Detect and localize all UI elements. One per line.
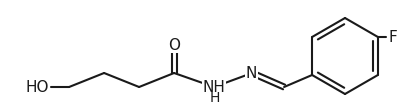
Text: F: F <box>388 29 396 44</box>
Text: NH: NH <box>202 79 225 94</box>
Text: H: H <box>209 91 220 105</box>
Text: HO: HO <box>26 79 49 94</box>
Text: N: N <box>245 65 256 80</box>
Text: O: O <box>168 37 180 52</box>
